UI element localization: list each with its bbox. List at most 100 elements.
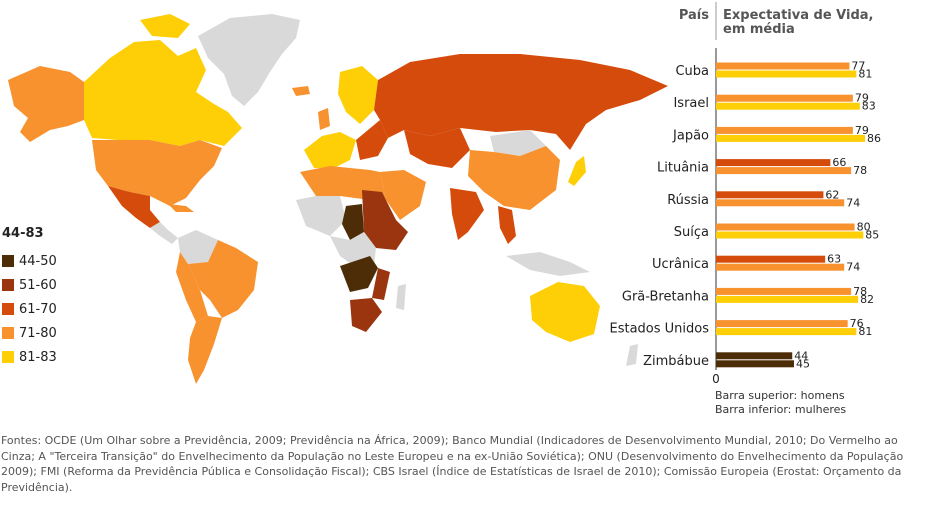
map-region-europe-west bbox=[304, 132, 356, 168]
map-region-australia bbox=[530, 282, 600, 342]
legend-item: 61-70 bbox=[2, 297, 57, 321]
bar-women bbox=[716, 328, 857, 336]
bar-value-label: 74 bbox=[846, 261, 860, 274]
map-region-usa bbox=[92, 140, 222, 206]
map-region-canada bbox=[84, 40, 242, 146]
map-region-uk bbox=[318, 108, 330, 130]
bar-men bbox=[716, 126, 853, 134]
legend-label: 61-70 bbox=[19, 301, 57, 317]
bar-value-label: 66 bbox=[832, 156, 846, 169]
bar-value-label: 45 bbox=[796, 357, 810, 370]
bar-women bbox=[716, 295, 859, 303]
bar-men bbox=[716, 287, 852, 295]
map-region-china bbox=[468, 146, 560, 210]
map-region-mexico bbox=[108, 186, 160, 228]
map-region-indonesia bbox=[506, 252, 590, 276]
map-region-south-america-north bbox=[178, 230, 218, 264]
legend-swatch bbox=[2, 279, 14, 291]
bar-value-label: 86 bbox=[867, 132, 881, 145]
legend-item: 81-83 bbox=[2, 345, 57, 369]
legend-swatch bbox=[2, 255, 14, 267]
country-label: Japão bbox=[672, 128, 709, 143]
map-region-new-zealand bbox=[626, 344, 638, 366]
legend-item: 44-50 bbox=[2, 249, 57, 273]
chart-title-line2: em média bbox=[723, 22, 795, 37]
map-region-east-africa bbox=[362, 190, 408, 250]
bar-women bbox=[716, 199, 845, 207]
bar-men bbox=[716, 223, 855, 231]
legend-label: 44-50 bbox=[19, 253, 57, 269]
bar-value-label: 63 bbox=[827, 253, 841, 266]
bar-men bbox=[716, 94, 853, 102]
bar-women bbox=[716, 167, 852, 175]
bar-men bbox=[716, 255, 826, 263]
bar-value-label: 81 bbox=[858, 68, 872, 81]
map-region-alaska bbox=[8, 66, 84, 142]
bar-value-label: 83 bbox=[862, 100, 876, 113]
country-label: Rússia bbox=[667, 193, 709, 208]
bar-women bbox=[716, 134, 865, 142]
country-label: Cuba bbox=[675, 64, 709, 79]
bar-value-label: 80 bbox=[857, 221, 871, 234]
bar-men bbox=[716, 320, 848, 328]
legend-label: 81-83 bbox=[19, 349, 57, 365]
country-label: Zimbábue bbox=[643, 354, 709, 369]
map-region-madagascar bbox=[396, 284, 406, 310]
bar-value-label: 79 bbox=[855, 124, 869, 137]
country-label: Ucrânica bbox=[652, 257, 709, 272]
chart-note-bottom: Barra inferior: mulheres bbox=[715, 403, 846, 416]
map-region-mongolia bbox=[490, 130, 546, 156]
chart-title-line1: Expectativa de Vida, bbox=[723, 8, 873, 23]
map-region-south-america-west bbox=[176, 252, 208, 322]
map-region-cuba bbox=[168, 204, 194, 212]
map-region-greenland bbox=[198, 14, 300, 106]
legend-item: 71-80 bbox=[2, 321, 57, 345]
map-region-south-africa bbox=[350, 298, 382, 332]
legend-label: 71-80 bbox=[19, 325, 57, 341]
map-region-brazil bbox=[188, 240, 258, 318]
bar-women bbox=[716, 263, 845, 271]
bar-value-label: 79 bbox=[855, 92, 869, 105]
map-region-arctic-islands bbox=[140, 14, 190, 38]
bar-value-label: 78 bbox=[853, 164, 867, 177]
bar-men bbox=[716, 62, 850, 70]
map-region-scandinavia bbox=[338, 66, 378, 124]
sources-footnote: Fontes: OCDE (Um Olhar sobre a Previdênc… bbox=[1, 434, 904, 494]
bar-men bbox=[716, 352, 793, 360]
bar-value-label: 78 bbox=[853, 285, 867, 298]
bar-value-label: 74 bbox=[846, 196, 860, 209]
bar-value-label: 77 bbox=[851, 60, 865, 73]
map-region-central-africa bbox=[342, 204, 364, 240]
map-region-middle-east bbox=[380, 170, 426, 220]
bar-men bbox=[716, 191, 824, 199]
legend-swatch bbox=[2, 351, 14, 363]
map-region-africa-central-south bbox=[330, 232, 376, 266]
country-label: Lituânia bbox=[657, 161, 709, 176]
country-label: Israel bbox=[673, 96, 709, 111]
country-column-header: País bbox=[679, 8, 709, 23]
bar-value-label: 44 bbox=[794, 349, 808, 362]
legend-swatch bbox=[2, 303, 14, 315]
bar-women bbox=[716, 70, 857, 78]
country-label: Grã-Bretanha bbox=[622, 289, 709, 304]
country-label: Suíça bbox=[674, 225, 709, 240]
map-region-argentina bbox=[188, 316, 222, 384]
map-region-central-asia bbox=[404, 128, 470, 168]
legend-title: 44-83 bbox=[2, 226, 44, 241]
map-region-india bbox=[450, 188, 484, 240]
map-region-russia bbox=[374, 54, 668, 150]
bar-women bbox=[716, 360, 794, 368]
world-map bbox=[8, 14, 668, 384]
x-axis-zero-label: 0 bbox=[712, 372, 720, 386]
country-label: Estados Unidos bbox=[609, 322, 709, 337]
bar-women bbox=[716, 102, 860, 110]
chart-note-top: Barra superior: homens bbox=[715, 389, 845, 402]
map-region-southern-africa-dark bbox=[340, 256, 378, 292]
bar-women bbox=[716, 231, 864, 239]
map-legend: 44-83 44-50 51-60 61-70 71-80 81-83 bbox=[2, 226, 57, 369]
map-region-west-africa bbox=[296, 196, 346, 236]
map-region-mozambique bbox=[372, 268, 390, 300]
map-region-central-america bbox=[150, 222, 178, 244]
bar-value-label: 82 bbox=[860, 293, 874, 306]
bar-value-label: 85 bbox=[865, 229, 879, 242]
